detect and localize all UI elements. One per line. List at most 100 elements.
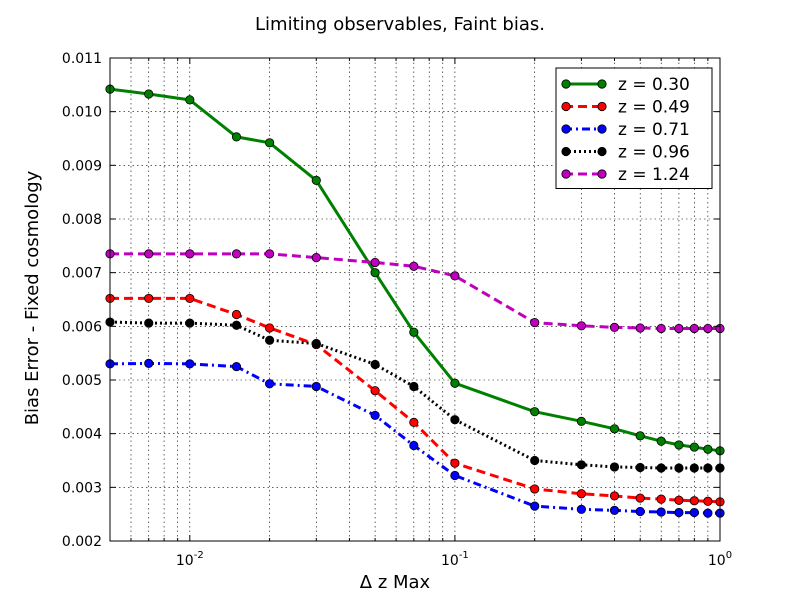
data-point [530, 407, 540, 417]
data-point [689, 496, 699, 506]
series-1 [105, 293, 725, 507]
x-tick-exponent: -1 [459, 550, 469, 561]
data-point [409, 417, 419, 427]
legend-marker [561, 101, 571, 112]
series-line [109, 361, 720, 515]
data-point [703, 444, 713, 454]
x-tick-label: 10-2 [176, 550, 204, 569]
x-axis-label: Δ z Max [360, 572, 431, 593]
series-2 [105, 358, 725, 518]
y-axis-label: Bias Error - Fixed cosmology [22, 170, 43, 425]
data-point [703, 463, 713, 473]
data-point [450, 458, 460, 468]
data-point [231, 309, 242, 320]
data-point [265, 379, 275, 389]
data-point [635, 462, 645, 473]
data-point [689, 442, 699, 452]
data-point [185, 318, 195, 328]
data-point [265, 138, 275, 148]
y-tick-label: 0.009 [62, 158, 102, 174]
data-point [231, 320, 242, 330]
x-tick-label: 10-1 [441, 550, 469, 569]
legend-label: z = 0.30 [618, 75, 690, 95]
data-point [409, 381, 419, 392]
data-point [576, 489, 586, 499]
y-tick-label: 0.006 [62, 319, 102, 335]
y-tick-label: 0.004 [62, 427, 102, 443]
data-point [576, 416, 586, 426]
data-point [185, 95, 195, 105]
data-point [450, 415, 460, 425]
data-point [656, 507, 666, 517]
series-line [110, 296, 721, 504]
x-tick-label: 100 [708, 550, 732, 569]
legend-item: z = 0.71 [561, 120, 690, 140]
y-tick-label: 0.003 [62, 480, 102, 496]
legend-label: z = 1.24 [618, 165, 690, 185]
data-point [231, 249, 242, 259]
data-point [674, 507, 684, 518]
y-tick-label: 0.002 [62, 534, 102, 550]
legend-label: z = 0.96 [618, 143, 690, 163]
legend-item: z = 0.96 [561, 143, 690, 163]
data-point [530, 501, 540, 511]
data-point [370, 268, 380, 278]
data-point [370, 257, 380, 268]
data-point [409, 440, 419, 451]
data-point [144, 358, 154, 368]
legend-marker [597, 124, 607, 134]
series-layer [105, 84, 725, 518]
series-4 [105, 249, 725, 334]
legend-marker [561, 124, 571, 134]
data-point [311, 381, 321, 392]
data-point [530, 455, 540, 466]
data-point [311, 175, 321, 185]
data-point [635, 506, 645, 517]
y-tick-label: 0.010 [62, 105, 102, 121]
data-point [576, 504, 586, 514]
data-point [185, 293, 195, 304]
data-point [311, 338, 321, 349]
legend-item: z = 1.24 [561, 165, 690, 185]
data-point [185, 359, 195, 369]
legend-marker [561, 169, 571, 179]
data-point [370, 410, 380, 421]
data-point [674, 463, 684, 473]
data-point [576, 460, 586, 470]
data-point [689, 507, 699, 518]
data-point [674, 323, 684, 334]
series-0 [105, 84, 725, 456]
data-point [609, 505, 620, 516]
data-point [530, 484, 540, 494]
legend: z = 0.30 z = 0.49z = 0.71 z = 0.96z = 1.24 [555, 67, 713, 189]
data-point [656, 436, 666, 446]
data-point [265, 323, 275, 333]
data-point [370, 359, 380, 370]
data-point [703, 323, 713, 334]
x-tick-base: 10 [176, 553, 194, 569]
x-tick-base: 10 [441, 553, 459, 569]
data-point [144, 249, 154, 259]
data-point [231, 361, 242, 372]
data-point [635, 431, 645, 441]
data-point [530, 317, 540, 328]
legend-item: z = 0.49 [561, 98, 690, 118]
data-point [656, 463, 666, 473]
data-point [409, 261, 419, 271]
data-point [609, 322, 620, 333]
data-point [674, 495, 684, 505]
data-point [185, 249, 195, 259]
legend-marker [597, 169, 607, 179]
data-point [144, 89, 154, 99]
data-point [144, 318, 154, 328]
data-point [450, 378, 460, 388]
x-tick-exponent: -2 [194, 550, 204, 561]
data-point [656, 323, 666, 334]
x-tick-exponent: 0 [726, 550, 732, 561]
data-point [703, 496, 713, 506]
legend-marker [597, 79, 607, 89]
data-point [635, 493, 645, 503]
data-point [609, 491, 620, 501]
data-point [689, 463, 699, 473]
